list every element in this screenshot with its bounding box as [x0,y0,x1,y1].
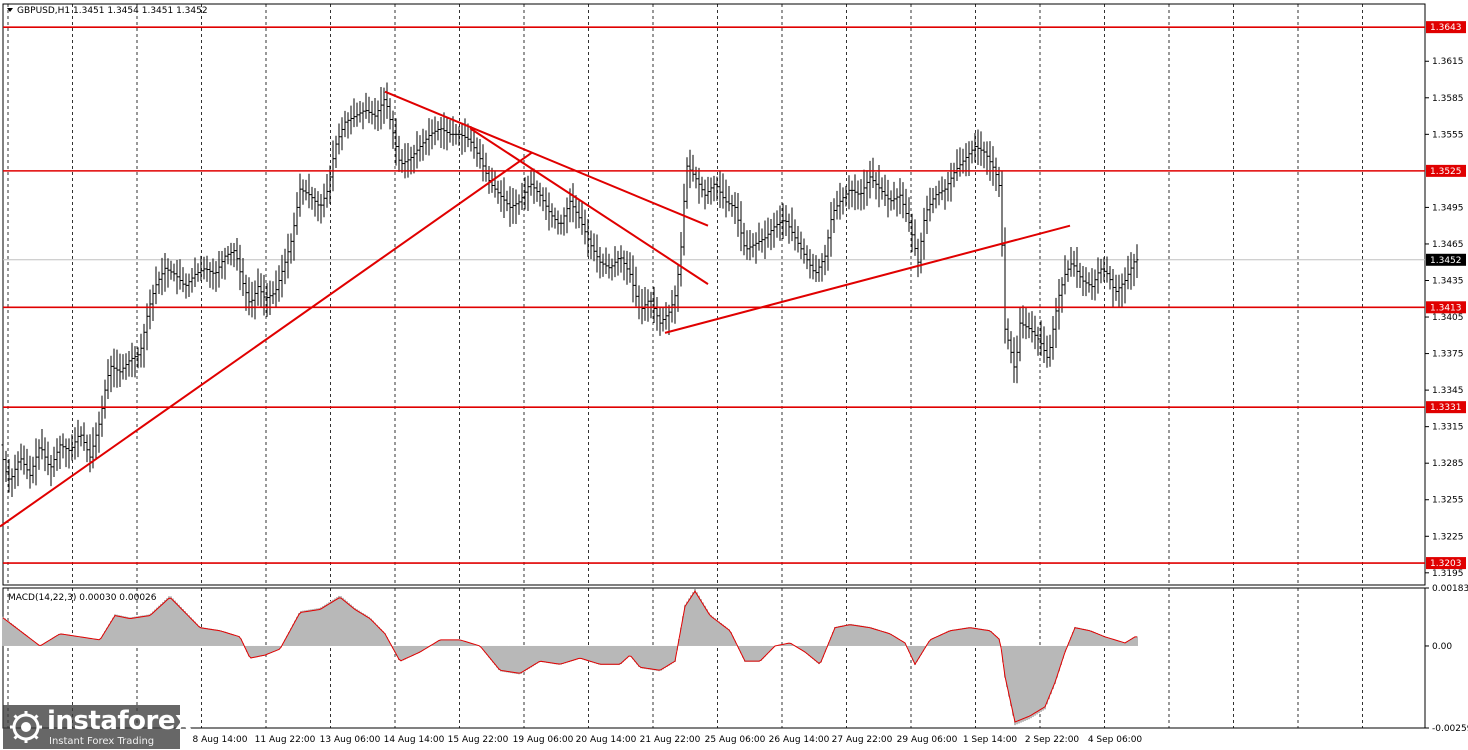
x-tick-label: 4 Sep 06:00 [1088,735,1143,745]
macd-y-tick-label: 0.00183 [1432,584,1468,594]
x-tick-label: 15 Aug 22:00 [448,735,509,745]
level-label: 1.3331 [1430,403,1462,413]
x-tick-label: 19 Aug 06:00 [513,735,574,745]
y-tick-label: 1.3255 [1432,496,1464,506]
x-tick-label: 14 Aug 14:00 [384,735,445,745]
y-tick-label: 1.3345 [1432,386,1464,396]
level-label: 1.3203 [1430,559,1462,569]
y-tick-label: 1.3585 [1432,94,1464,104]
y-tick-label: 1.3195 [1432,569,1464,579]
globe-icon [10,711,42,743]
level-label-bg [1426,164,1466,177]
x-tick-label: 20 Aug 14:00 [576,735,637,745]
x-tick-label: 8 Aug 14:00 [193,735,248,745]
x-tick-label: 29 Aug 06:00 [897,735,958,745]
level-label-bg [1426,21,1466,34]
logo-brand: instaforex [47,706,192,736]
macd-y-tick-label: 0.00 [1432,642,1452,652]
x-tick-label: 13 Aug 06:00 [320,735,381,745]
current-price-label-bg [1426,253,1466,266]
trendline [0,151,533,528]
level-label-bg [1426,401,1466,414]
chart-title: GBPUSD,H1 1.3451 1.3454 1.3451 1.3452 [17,6,208,16]
macd-y-tick-label: -0.00259 [1432,724,1468,734]
current-price-label: 1.3452 [1430,256,1462,266]
price-pane [2,3,1426,586]
y-tick-label: 1.3435 [1432,276,1464,286]
level-label-bg [1426,301,1466,314]
logo-tagline: Instant Forex Trading [49,736,155,747]
trendline [384,90,709,227]
x-tick-label: 1 Sep 14:00 [963,735,1018,745]
x-tick-label: 26 Aug 14:00 [769,735,830,745]
trendline [469,127,709,285]
x-tick-label: 2 Sep 22:00 [1025,735,1080,745]
chevron-down-icon [7,8,13,12]
y-tick-label: 1.3465 [1432,240,1464,250]
y-tick-label: 1.3495 [1432,203,1464,213]
y-tick-label: 1.3375 [1432,350,1464,360]
instaforex-logo: instaforex Instant Forex Trading [3,705,192,749]
x-tick-label: 21 Aug 22:00 [640,735,701,745]
macd-label: MACD(14,22,3) 0.00030 0.00026 [8,593,157,603]
y-tick-label: 1.3615 [1432,57,1464,67]
trendline [664,224,1071,334]
y-tick-label: 1.3225 [1432,532,1464,542]
level-label: 1.3413 [1430,303,1462,313]
x-tick-label: 11 Aug 22:00 [255,735,316,745]
y-tick-label: 1.3315 [1432,423,1464,433]
level-label: 1.3643 [1430,23,1462,33]
y-tick-label: 1.3555 [1432,130,1464,140]
level-label: 1.3525 [1430,167,1462,177]
macd-signal-line [2,590,1137,723]
x-tick-label: 27 Aug 22:00 [832,735,893,745]
level-label-bg [1426,557,1466,570]
macd-pane [2,587,1426,729]
x-tick-label: 25 Aug 06:00 [705,735,766,745]
y-tick-label: 1.3405 [1432,313,1464,323]
y-tick-label: 1.3285 [1432,459,1464,469]
